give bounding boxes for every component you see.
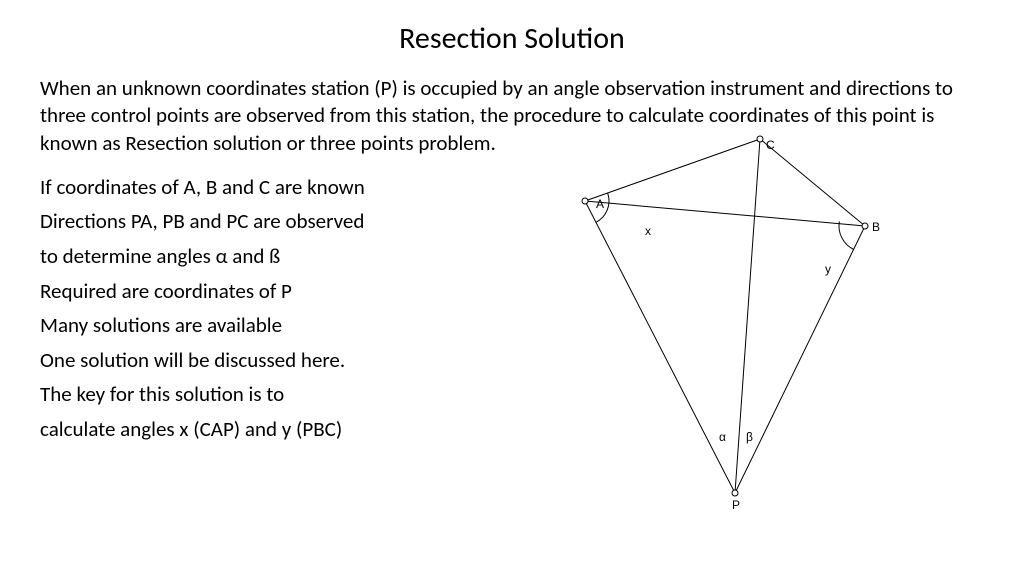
body-line: One solution will be discussed here. <box>40 344 480 377</box>
body-line: Required are coordinates of P <box>40 275 480 308</box>
svg-text:α: α <box>719 430 726 444</box>
diagram-column: ACBPxyαβ <box>500 171 984 447</box>
body-line: calculate angles x (CAP) and y (PBC) <box>40 413 480 446</box>
body-line: The key for this solution is to <box>40 378 480 411</box>
body-line: to determine angles α and ß <box>40 240 480 273</box>
svg-text:β: β <box>746 430 753 444</box>
resection-diagram: A C B Px y α β <box>530 131 950 511</box>
text-column: If coordinates of A, B and C are known D… <box>40 171 480 447</box>
content-row: If coordinates of A, B and C are known D… <box>40 171 984 447</box>
svg-text:B: B <box>872 220 880 234</box>
svg-text:y: y <box>825 262 831 276</box>
svg-text:C: C <box>766 138 775 152</box>
body-line: Many solutions are available <box>40 309 480 342</box>
page-title: Resection Solution <box>40 20 984 57</box>
body-line: Directions PA, PB and PC are observed <box>40 205 480 238</box>
svg-text:x: x <box>645 224 651 238</box>
body-line: If coordinates of A, B and C are known <box>40 171 480 204</box>
svg-text:P: P <box>732 498 740 511</box>
svg-text:A: A <box>596 197 604 211</box>
